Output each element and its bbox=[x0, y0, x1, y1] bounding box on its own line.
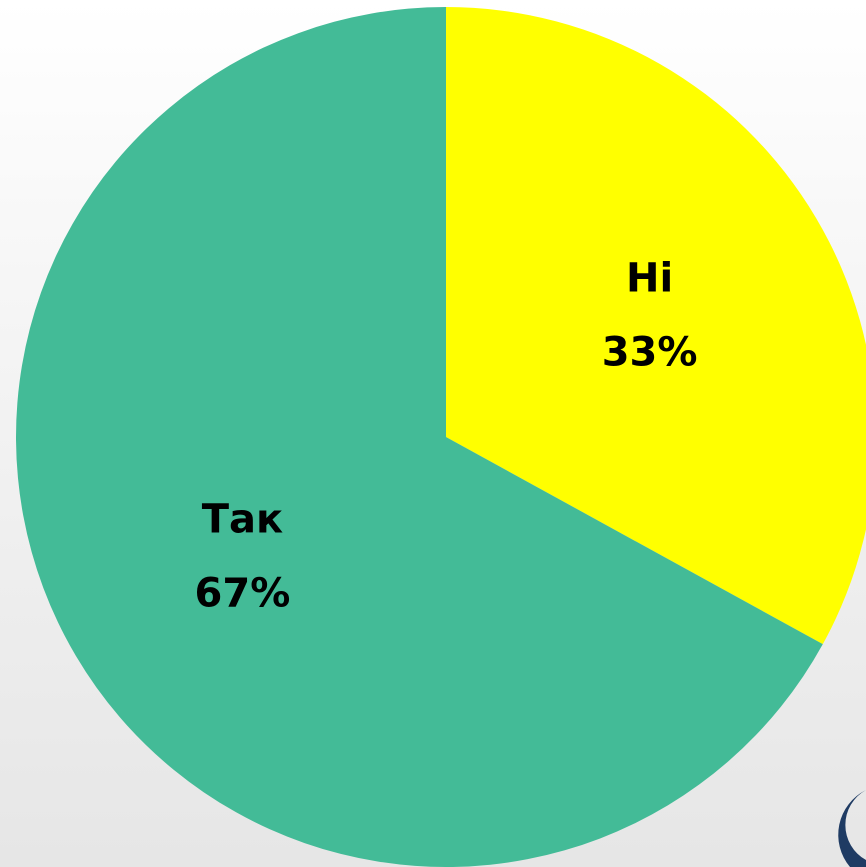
slice-value-label: 67% bbox=[195, 570, 291, 616]
labels: Ні 33% Так 67% bbox=[195, 256, 698, 617]
slice-category-label: Так bbox=[202, 496, 283, 542]
pie-slice bbox=[446, 7, 866, 645]
slice-value-label: 33% bbox=[602, 330, 698, 376]
pie bbox=[16, 7, 866, 867]
pie-slice bbox=[16, 7, 823, 867]
slice-category-label: Ні bbox=[626, 256, 673, 302]
decoration bbox=[838, 790, 866, 867]
